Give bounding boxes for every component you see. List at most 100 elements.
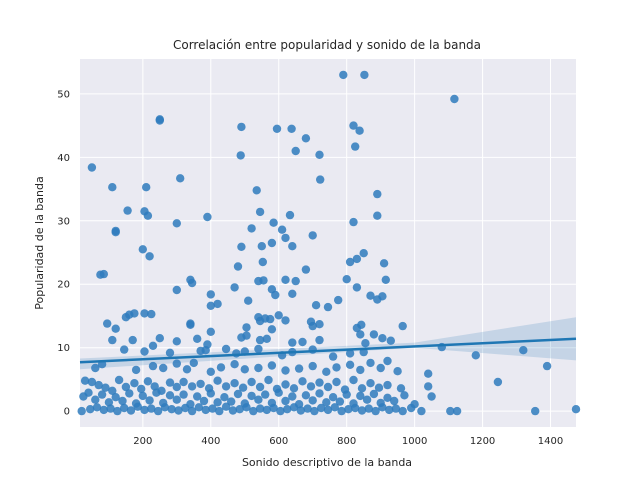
data-point (111, 393, 120, 402)
data-point (230, 360, 239, 369)
data-point (133, 402, 142, 411)
data-point (193, 334, 202, 343)
data-point (165, 378, 175, 387)
data-point (310, 406, 319, 416)
data-point (301, 134, 311, 143)
data-point (356, 365, 365, 375)
data-point (216, 363, 226, 372)
data-point (308, 396, 317, 405)
data-point (281, 233, 290, 243)
data-point (322, 398, 331, 407)
data-point (288, 338, 297, 347)
data-point (291, 146, 300, 156)
data-point (335, 397, 345, 406)
data-point (206, 389, 215, 398)
data-point (315, 389, 324, 398)
data-point (128, 335, 137, 345)
data-point (366, 291, 375, 300)
data-point (267, 238, 277, 248)
data-point (118, 396, 127, 406)
data-point (352, 283, 362, 292)
data-point (288, 242, 297, 251)
x-tick-label: 400 (201, 436, 220, 447)
data-point (398, 406, 407, 416)
data-point (172, 337, 181, 346)
data-point (97, 390, 107, 399)
data-point (206, 327, 215, 336)
data-point (342, 275, 351, 284)
data-point (172, 382, 181, 392)
data-point (255, 382, 265, 392)
data-point (152, 388, 161, 397)
data-point (111, 228, 120, 237)
data-point (344, 405, 353, 414)
data-point (381, 275, 390, 284)
data-point (264, 375, 273, 385)
data-point (361, 339, 370, 348)
data-point (519, 346, 528, 355)
data-point (315, 320, 324, 329)
data-point (111, 324, 120, 333)
data-point (356, 391, 365, 401)
data-point (342, 390, 351, 399)
data-points (77, 70, 581, 416)
regression-line-group (79, 337, 577, 364)
data-point (296, 406, 305, 415)
data-point (269, 403, 278, 413)
data-point (143, 211, 153, 220)
data-point (373, 295, 382, 304)
data-point (255, 404, 265, 413)
data-point (244, 296, 253, 305)
data-point (230, 379, 239, 388)
data-point (271, 290, 280, 300)
data-point (201, 346, 210, 355)
data-point (311, 301, 321, 310)
data-point (427, 392, 436, 401)
data-point (254, 363, 263, 373)
data-point (357, 384, 367, 393)
data-point (376, 363, 385, 373)
data-point (308, 231, 317, 240)
data-point (153, 406, 163, 416)
data-point (281, 275, 290, 284)
data-point (391, 404, 401, 413)
data-point (390, 396, 399, 406)
data-point (287, 124, 296, 133)
data-point (267, 361, 277, 370)
data-point (228, 406, 238, 415)
data-point (179, 377, 188, 387)
data-point (194, 403, 204, 412)
data-point (179, 390, 188, 399)
data-point (142, 183, 151, 192)
data-point (203, 212, 212, 222)
data-point (221, 402, 231, 411)
regression-line (79, 337, 577, 364)
data-point (322, 367, 331, 376)
data-point (274, 311, 283, 320)
data-point (165, 391, 175, 400)
data-point (237, 122, 246, 132)
data-point (450, 94, 459, 104)
data-point (172, 359, 181, 368)
data-point (328, 393, 338, 402)
data-point (337, 406, 346, 416)
data-point (386, 336, 395, 345)
data-point (193, 392, 202, 401)
data-point (308, 321, 317, 331)
data-point (306, 382, 316, 391)
data-point (378, 403, 387, 412)
data-point (237, 242, 246, 251)
data-point (281, 396, 290, 406)
data-point (108, 335, 117, 345)
data-point (106, 404, 115, 413)
y-tick-label: 30 (57, 216, 70, 227)
data-point (369, 389, 379, 399)
data-point (172, 285, 181, 295)
data-point (393, 367, 402, 376)
data-point (364, 404, 373, 413)
data-point (257, 242, 266, 251)
data-point (323, 302, 333, 312)
data-point (247, 377, 256, 387)
data-point (187, 278, 197, 288)
data-point (289, 403, 299, 412)
